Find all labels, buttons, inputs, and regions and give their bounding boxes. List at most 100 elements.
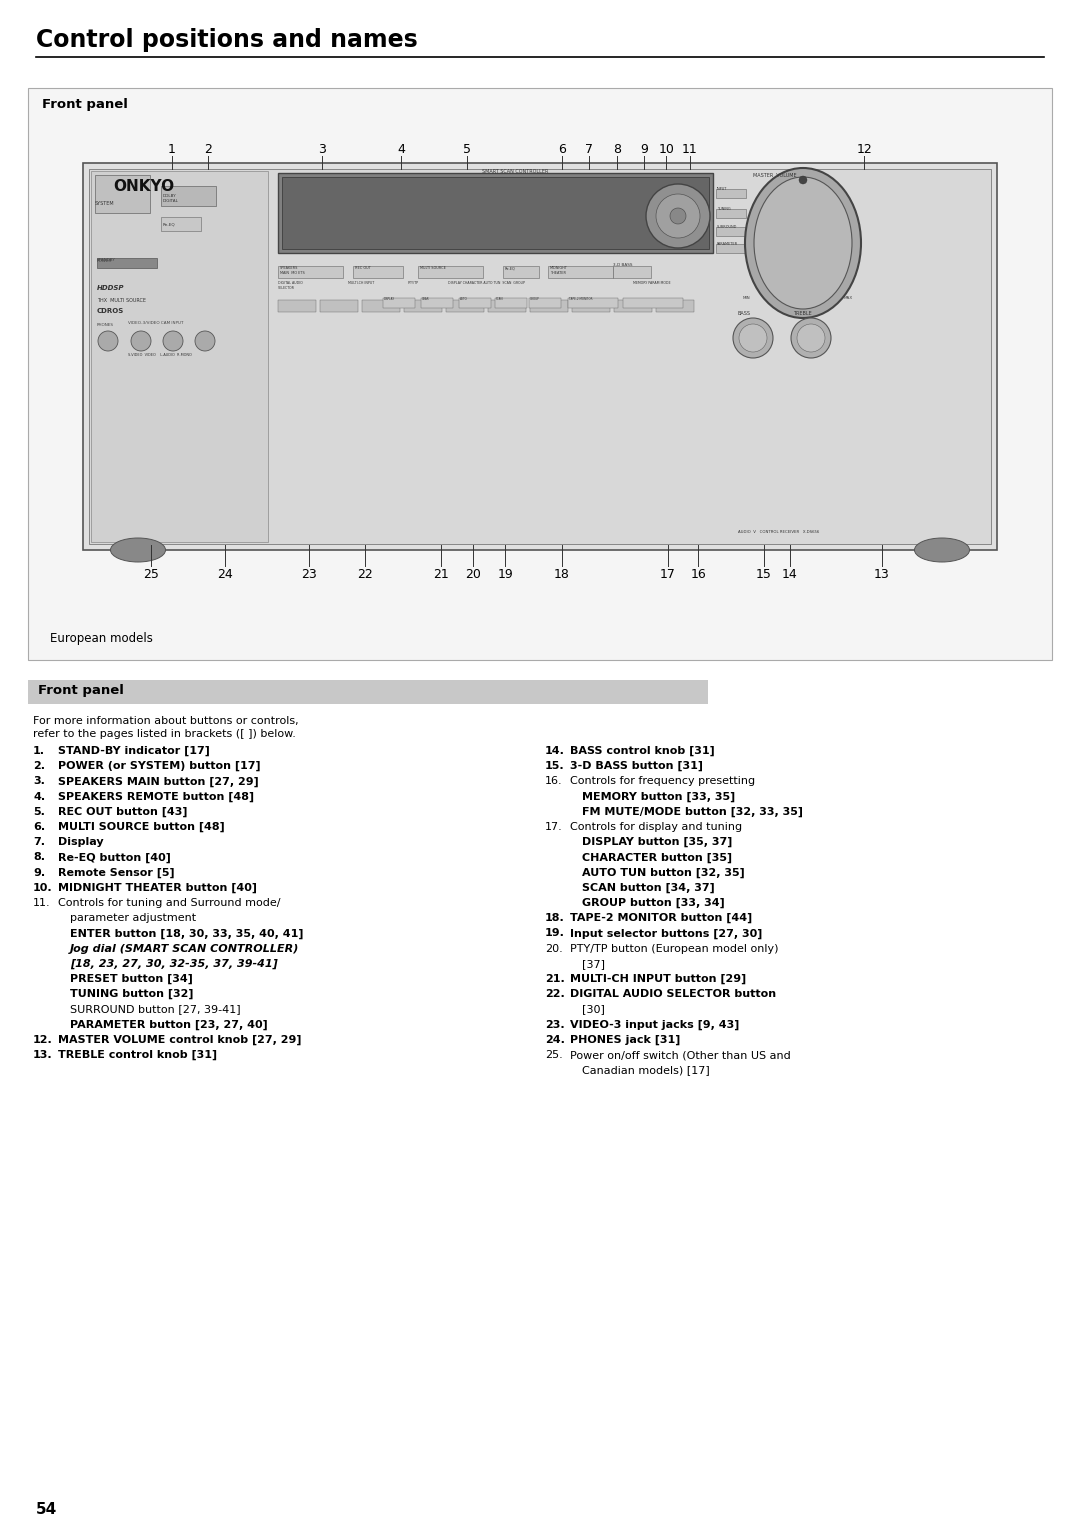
Text: Power on/off switch (Other than US and: Power on/off switch (Other than US and bbox=[570, 1050, 791, 1060]
Text: Display: Display bbox=[58, 837, 104, 847]
Bar bbox=[97, 258, 157, 267]
Text: S-VIDEO  VIDEO    L-AUDIO  R-MONO: S-VIDEO VIDEO L-AUDIO R-MONO bbox=[129, 353, 192, 358]
Text: Controls for tuning and Surround mode/: Controls for tuning and Surround mode/ bbox=[58, 898, 281, 908]
Text: 5: 5 bbox=[463, 144, 471, 156]
Bar bbox=[495, 298, 527, 309]
Text: 6.: 6. bbox=[33, 822, 45, 833]
Text: REC OUT: REC OUT bbox=[355, 266, 370, 270]
Text: SPEAKERS MAIN button [27, 29]: SPEAKERS MAIN button [27, 29] bbox=[58, 776, 259, 787]
Bar bbox=[161, 217, 201, 231]
Text: MEMORY PARAM MODE: MEMORY PARAM MODE bbox=[633, 281, 671, 286]
Text: 15.: 15. bbox=[545, 761, 565, 772]
Text: 24.: 24. bbox=[545, 1034, 565, 1045]
Text: TREBLE: TREBLE bbox=[793, 312, 812, 316]
Text: 10.: 10. bbox=[33, 883, 53, 892]
Circle shape bbox=[656, 194, 700, 238]
Text: CHARACTER button [35]: CHARACTER button [35] bbox=[582, 853, 732, 863]
Text: MEMORY button [33, 35]: MEMORY button [33, 35] bbox=[582, 792, 735, 802]
Text: MAX: MAX bbox=[843, 296, 853, 299]
Text: TREBLE control knob [31]: TREBLE control knob [31] bbox=[58, 1050, 217, 1060]
Text: 3.: 3. bbox=[33, 776, 45, 787]
Text: 1: 1 bbox=[167, 144, 176, 156]
Text: DOLBY
DIGITAL: DOLBY DIGITAL bbox=[163, 194, 179, 203]
Bar bbox=[421, 298, 453, 309]
Text: 20.: 20. bbox=[545, 944, 563, 953]
Text: STANDBY: STANDBY bbox=[97, 258, 116, 261]
Text: Canadian models) [17]: Canadian models) [17] bbox=[582, 1065, 710, 1076]
Text: SURROUND button [27, 39-41]: SURROUND button [27, 39-41] bbox=[70, 1004, 241, 1015]
Text: 25: 25 bbox=[143, 568, 159, 581]
Text: SPEAKERS
MAIN  MO ETS: SPEAKERS MAIN MO ETS bbox=[280, 266, 305, 275]
Text: Front panel: Front panel bbox=[38, 685, 124, 697]
Text: 4.: 4. bbox=[33, 792, 45, 802]
Text: 7.: 7. bbox=[33, 837, 45, 847]
Text: Input selector buttons [27, 30]: Input selector buttons [27, 30] bbox=[570, 929, 762, 938]
Text: 18.: 18. bbox=[545, 914, 565, 923]
Text: CHAR: CHAR bbox=[422, 296, 430, 301]
Bar bbox=[83, 163, 997, 550]
Text: DIGITAL AUDIO
SELECTOR: DIGITAL AUDIO SELECTOR bbox=[278, 281, 302, 290]
Bar bbox=[530, 299, 568, 312]
Text: MULTI-CH INPUT button [29]: MULTI-CH INPUT button [29] bbox=[570, 973, 746, 984]
Text: Controls for frequency presetting: Controls for frequency presetting bbox=[570, 776, 755, 787]
Bar bbox=[488, 299, 526, 312]
Bar bbox=[278, 173, 713, 254]
Text: DIGITAL AUDIO SELECTOR button: DIGITAL AUDIO SELECTOR button bbox=[570, 989, 777, 999]
Bar bbox=[362, 299, 400, 312]
Text: [18, 23, 27, 30, 32-35, 37, 39-41]: [18, 23, 27, 30, 32-35, 37, 39-41] bbox=[70, 958, 278, 969]
Text: 22.: 22. bbox=[545, 989, 565, 999]
Bar bbox=[282, 177, 708, 249]
Circle shape bbox=[733, 318, 773, 358]
Text: 8.: 8. bbox=[33, 853, 45, 862]
Text: INPUT: INPUT bbox=[717, 186, 727, 191]
Bar bbox=[95, 176, 150, 212]
Text: ONKYO: ONKYO bbox=[113, 179, 174, 194]
Text: TUNING button [32]: TUNING button [32] bbox=[70, 989, 193, 999]
Text: 7: 7 bbox=[585, 144, 593, 156]
Circle shape bbox=[646, 183, 710, 248]
Text: Re-EQ: Re-EQ bbox=[163, 223, 176, 228]
Text: 6: 6 bbox=[558, 144, 566, 156]
Bar bbox=[418, 266, 483, 278]
Text: Front panel: Front panel bbox=[42, 98, 127, 112]
Ellipse shape bbox=[754, 177, 852, 309]
Text: SURROUND: SURROUND bbox=[717, 225, 738, 229]
Text: 3: 3 bbox=[319, 144, 326, 156]
Text: PARAMETER: PARAMETER bbox=[717, 241, 738, 246]
Text: 54: 54 bbox=[36, 1502, 57, 1517]
Ellipse shape bbox=[915, 538, 970, 562]
Text: [37]: [37] bbox=[582, 958, 605, 969]
Bar bbox=[89, 170, 991, 544]
Text: 3-D BASS button [31]: 3-D BASS button [31] bbox=[570, 761, 703, 772]
Text: GROUP: GROUP bbox=[530, 296, 540, 301]
Text: 19.: 19. bbox=[545, 929, 565, 938]
Text: MIN: MIN bbox=[743, 296, 751, 299]
Circle shape bbox=[98, 332, 118, 351]
Text: DISPLAY: DISPLAY bbox=[384, 296, 395, 301]
Text: 11: 11 bbox=[683, 144, 698, 156]
Text: 23: 23 bbox=[301, 568, 316, 581]
Text: DISPLAY CHARACTER AUTO TUN  SCAN  GROUP: DISPLAY CHARACTER AUTO TUN SCAN GROUP bbox=[448, 281, 525, 286]
Text: 4: 4 bbox=[397, 144, 405, 156]
Text: 25.: 25. bbox=[545, 1050, 563, 1060]
Bar bbox=[716, 209, 746, 219]
Bar bbox=[278, 266, 343, 278]
Bar bbox=[320, 299, 357, 312]
Text: PHONES jack [31]: PHONES jack [31] bbox=[570, 1034, 680, 1045]
Text: European models: European models bbox=[50, 633, 153, 645]
Bar bbox=[615, 299, 652, 312]
Text: 9: 9 bbox=[640, 144, 648, 156]
Text: VIDEO-3 input jacks [9, 43]: VIDEO-3 input jacks [9, 43] bbox=[570, 1019, 740, 1030]
Text: 2: 2 bbox=[204, 144, 212, 156]
Text: THX  MULTI SOURCE: THX MULTI SOURCE bbox=[97, 298, 146, 303]
Text: SYSTEM: SYSTEM bbox=[95, 202, 114, 206]
Text: 23.: 23. bbox=[545, 1019, 565, 1030]
Text: 8: 8 bbox=[612, 144, 621, 156]
Text: TUNING: TUNING bbox=[717, 206, 731, 211]
Text: 14: 14 bbox=[782, 568, 797, 581]
Circle shape bbox=[797, 324, 825, 351]
Text: 5.: 5. bbox=[33, 807, 45, 817]
Circle shape bbox=[799, 176, 807, 183]
Text: Control positions and names: Control positions and names bbox=[36, 28, 418, 52]
Text: DISPLAY button [35, 37]: DISPLAY button [35, 37] bbox=[582, 837, 732, 848]
